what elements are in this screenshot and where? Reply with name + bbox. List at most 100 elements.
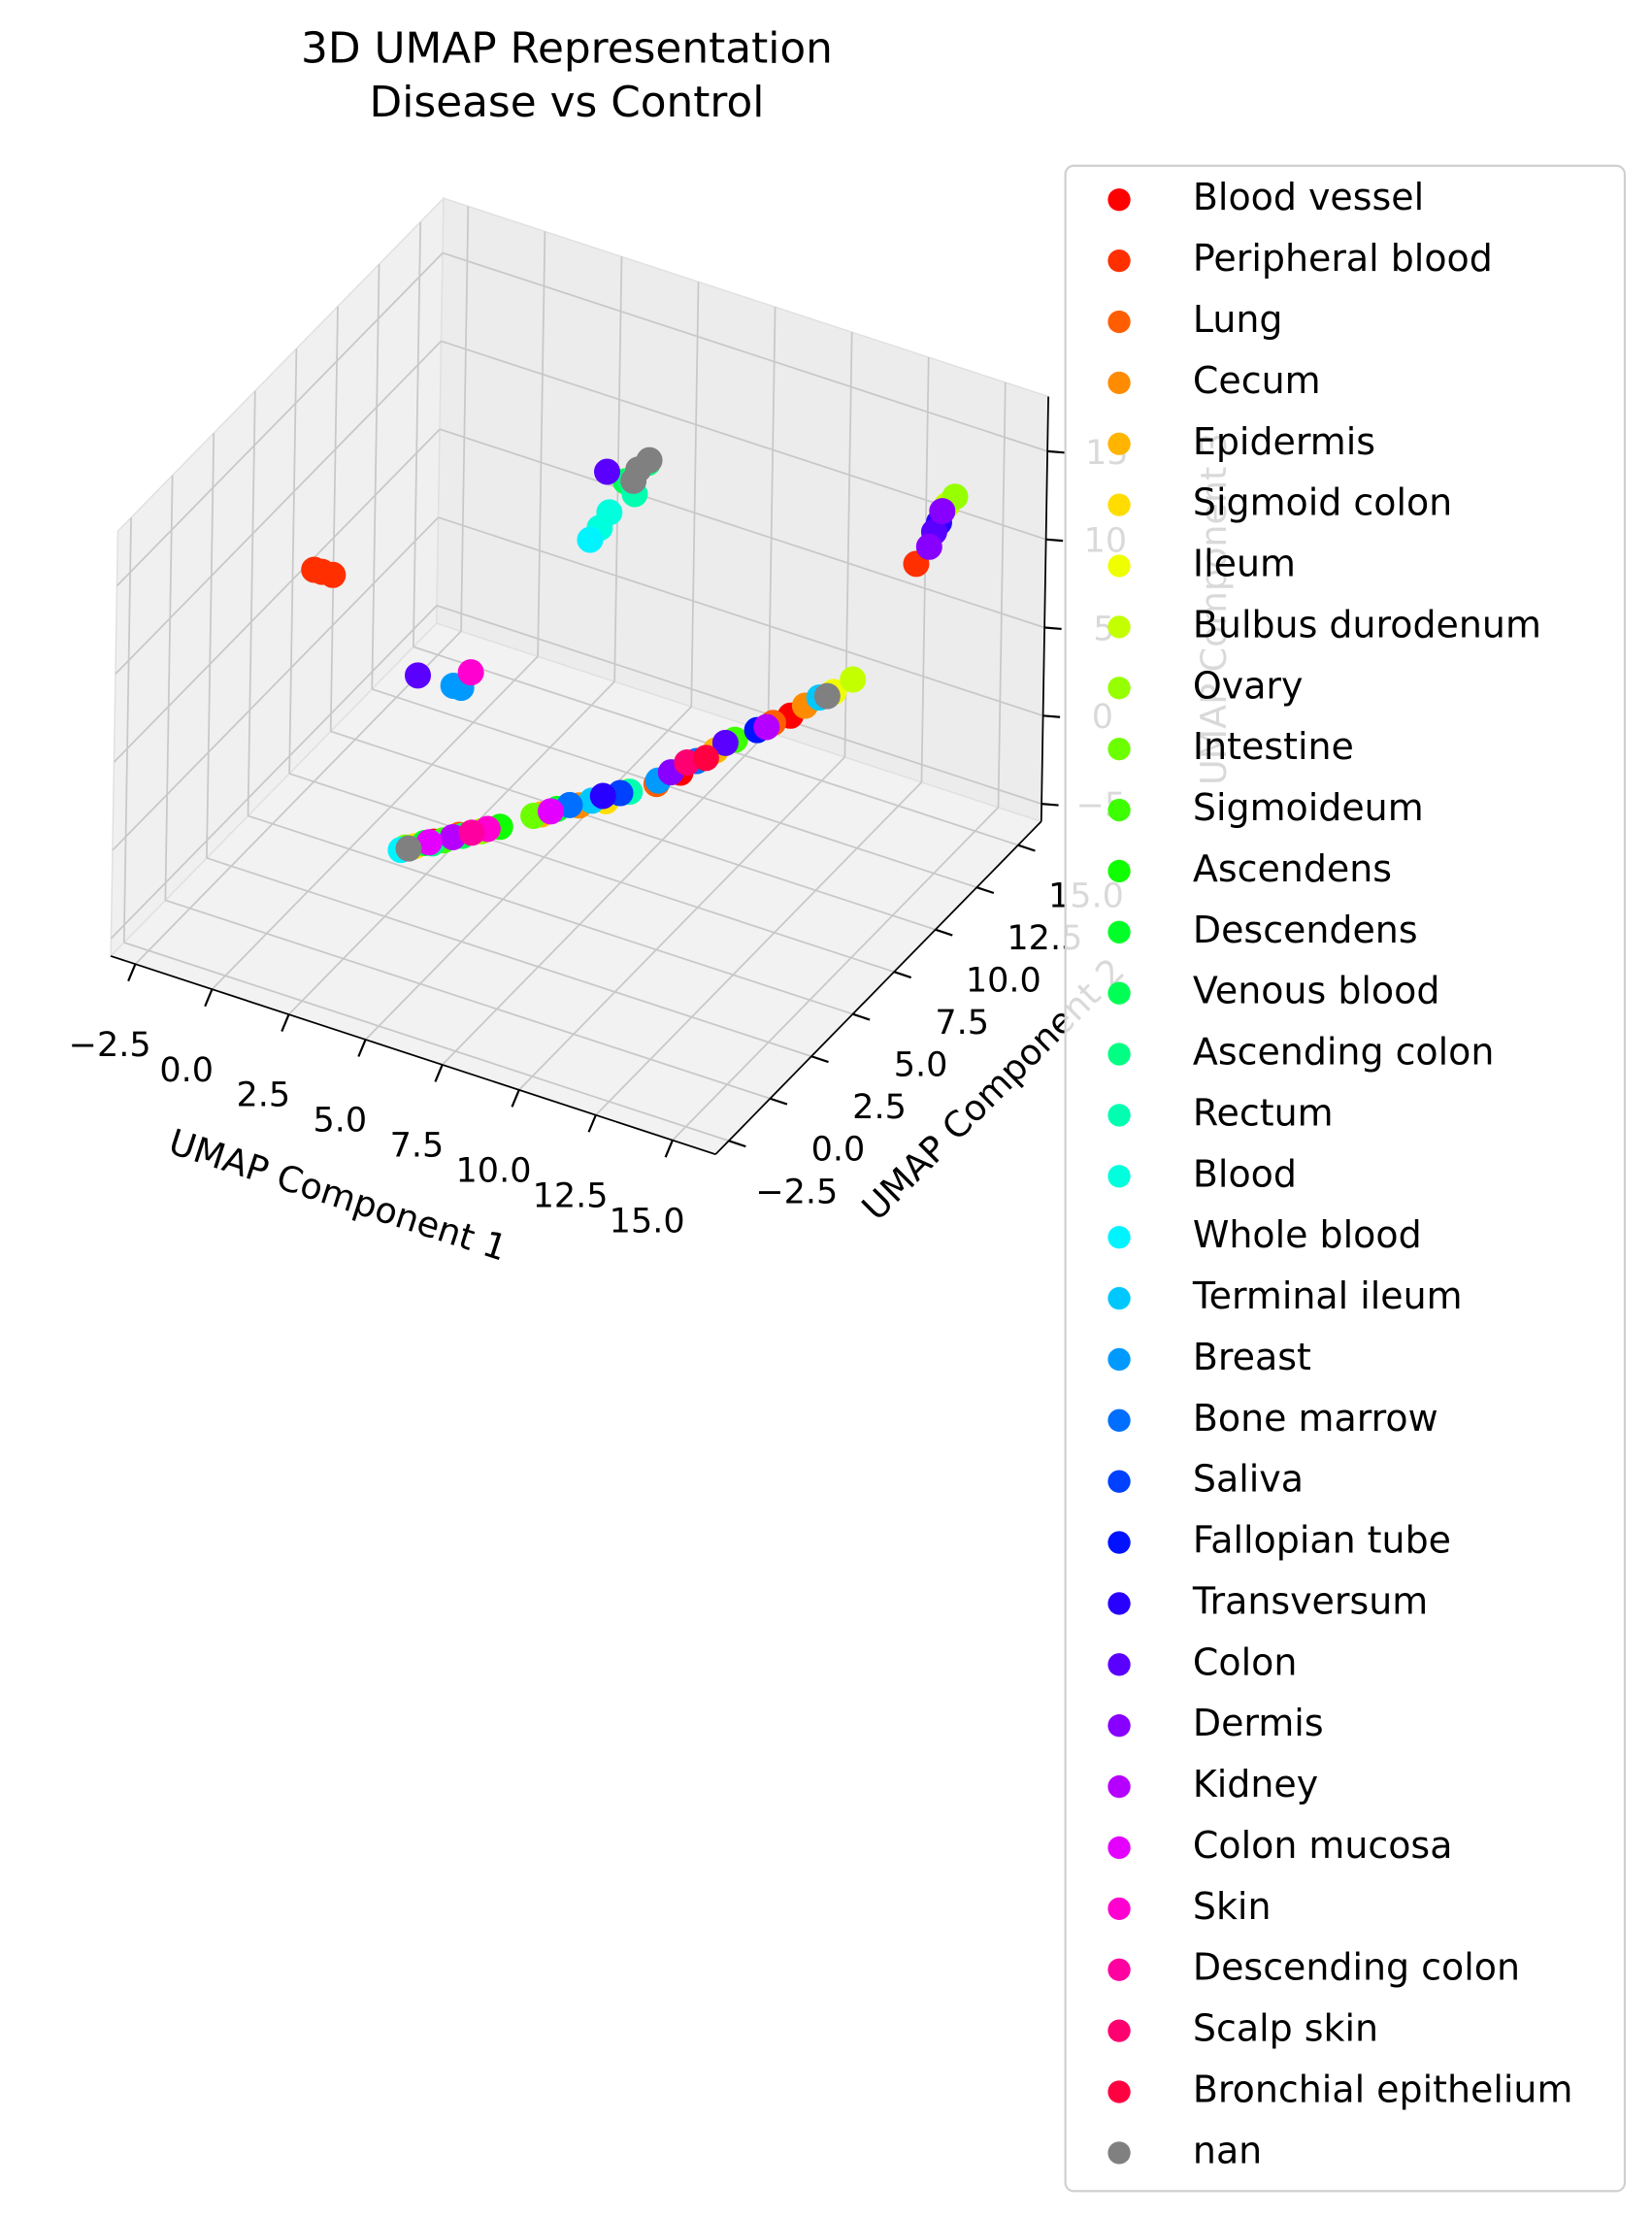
legend-label: Skin <box>1193 1885 1272 1928</box>
grid-line <box>164 475 174 901</box>
legend-marker <box>1107 1408 1131 1432</box>
legend-label: Breast <box>1193 1336 1311 1378</box>
grid-line <box>460 206 470 632</box>
legend-marker <box>1107 1226 1131 1249</box>
legend-marker <box>1107 737 1131 761</box>
legend-label: Bronchial epithelium <box>1193 2069 1572 2111</box>
grid-line <box>413 221 422 647</box>
y-tick <box>770 1097 788 1106</box>
grid-line <box>371 264 380 689</box>
point <box>915 533 942 560</box>
legend-marker <box>1107 1470 1131 1493</box>
y-tick-label: 0.0 <box>811 1131 866 1170</box>
chart-subtitle: Disease vs Control <box>370 78 765 127</box>
legend-marker <box>1107 371 1131 395</box>
legend-label: Ovary <box>1193 664 1304 707</box>
legend-marker <box>1107 1714 1131 1738</box>
legend-label: Peripheral blood <box>1193 237 1493 280</box>
points <box>301 447 969 864</box>
grid-line <box>122 517 132 943</box>
grid-line <box>115 340 443 675</box>
axis-line <box>714 820 1042 1155</box>
x-tick-label: 0.0 <box>159 1051 214 1090</box>
x-tick <box>587 1114 597 1133</box>
legend-marker <box>1107 1774 1131 1799</box>
y-tick-label: 5.0 <box>894 1046 948 1085</box>
z-tick <box>1047 449 1065 454</box>
legend-marker <box>1107 920 1131 943</box>
legend-marker <box>1107 2141 1131 2165</box>
legend-marker <box>1107 1653 1131 1676</box>
axis-line <box>1040 396 1049 822</box>
legend-marker <box>1107 2019 1131 2042</box>
y-tick-label: 7.5 <box>935 1004 989 1043</box>
point <box>929 498 956 525</box>
point <box>636 447 663 474</box>
grid-line <box>372 688 977 889</box>
x-tick <box>357 1039 367 1057</box>
panes <box>109 196 1049 1156</box>
legend-label: Descending colon <box>1193 1946 1520 1989</box>
grid-line <box>438 516 1043 717</box>
point <box>405 662 432 689</box>
legend-marker <box>1107 1286 1131 1310</box>
x-axis-label: UMAP Component 1 <box>164 1120 512 1269</box>
y-tick <box>852 1012 871 1021</box>
grid-line <box>767 307 776 733</box>
legend-marker <box>1107 1043 1131 1066</box>
x-tick <box>204 988 214 1008</box>
x-tick <box>511 1089 520 1108</box>
point <box>537 798 564 825</box>
point <box>692 745 719 772</box>
legend-label: Ileum <box>1193 543 1296 585</box>
grid-line <box>439 428 1045 629</box>
z-tick <box>1044 626 1062 631</box>
grid-line <box>442 251 1048 452</box>
legend-label: Scalp skin <box>1193 2007 1378 2050</box>
legend-marker <box>1107 615 1131 639</box>
legend-label: Lung <box>1193 298 1283 341</box>
legend-label: Sigmoideum <box>1193 786 1424 829</box>
legend-marker <box>1107 798 1131 822</box>
legend-marker <box>1107 1958 1131 1981</box>
grid-line <box>247 390 256 816</box>
legend-marker <box>1107 493 1131 516</box>
z-tick <box>1042 714 1061 718</box>
grid-line <box>165 899 771 1100</box>
legend-label: Saliva <box>1193 1458 1304 1501</box>
legend-marker <box>1107 1592 1131 1615</box>
point <box>620 467 647 494</box>
legend-label: Intestine <box>1193 725 1354 768</box>
legend-label: Venous blood <box>1193 970 1440 1012</box>
point <box>395 835 422 862</box>
legend-marker <box>1107 1165 1131 1188</box>
point <box>589 782 616 810</box>
x-tick-label: 2.5 <box>236 1076 290 1115</box>
y-tick <box>976 886 995 895</box>
y-tick-label: 2.5 <box>852 1088 907 1127</box>
y-tick-label: 10.0 <box>966 962 1041 1001</box>
legend-label: Blood vessel <box>1193 176 1424 218</box>
y-tick <box>728 1140 746 1148</box>
x-tick-label: 5.0 <box>314 1102 368 1141</box>
legend-label: Fallopian tube <box>1193 1519 1451 1562</box>
legend-label: Colon <box>1193 1640 1297 1683</box>
legend-marker <box>1107 981 1131 1005</box>
x-tick-label: 15.0 <box>610 1202 685 1241</box>
grid-line <box>206 857 812 1058</box>
x-tick-label: −2.5 <box>69 1026 151 1065</box>
point <box>840 666 867 693</box>
grid-line <box>690 281 700 708</box>
y-tick <box>935 928 953 937</box>
legend-marker <box>1107 1531 1131 1554</box>
legend-label: Terminal ileum <box>1192 1275 1463 1317</box>
point <box>577 526 604 553</box>
grid-line <box>436 605 1042 805</box>
grid-line <box>110 605 438 940</box>
grid-line <box>997 382 1007 808</box>
legend-box <box>1064 164 1627 2193</box>
legend-marker <box>1107 248 1131 273</box>
legend-marker <box>1107 2080 1131 2103</box>
grid-line <box>330 730 937 931</box>
